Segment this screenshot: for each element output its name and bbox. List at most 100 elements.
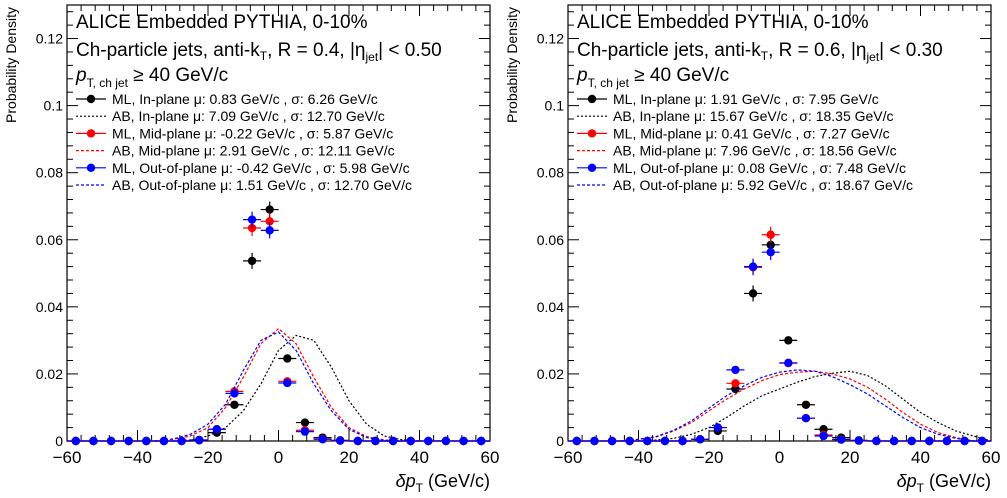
x-tick-label: −60 — [53, 448, 82, 467]
legend-item: AB, Mid-plane μ: 7.96 GeV/c , σ: 18.56 G… — [577, 143, 897, 159]
marker — [71, 436, 81, 446]
legend-label: AB, Out-of-plane μ: 5.92 GeV/c , σ: 18.6… — [613, 177, 913, 193]
data-point — [348, 436, 367, 446]
data-point — [849, 436, 868, 445]
x-tick-label: −40 — [624, 448, 653, 467]
data-point — [172, 436, 191, 446]
data-point — [779, 336, 798, 345]
series-line-6 — [620, 369, 974, 442]
data-point — [867, 436, 886, 446]
legend-item: AB, In-plane μ: 7.09 GeV/c , σ: 12.70 Ge… — [76, 108, 385, 124]
legend-label: ML, In-plane μ: 1.91 GeV/c , σ: 7.95 GeV… — [613, 91, 879, 107]
data-point — [832, 435, 851, 444]
marker — [836, 435, 846, 444]
data-point — [902, 436, 921, 446]
x-tick-label: −20 — [194, 448, 223, 467]
marker — [124, 436, 133, 446]
data-point — [419, 436, 438, 446]
marker — [784, 336, 793, 345]
data-point — [436, 436, 455, 446]
data-point — [84, 436, 103, 446]
x-tick-label: 40 — [911, 448, 930, 467]
marker — [265, 226, 274, 235]
marker — [977, 436, 987, 446]
data-point — [726, 379, 745, 388]
marker — [283, 378, 292, 388]
legend-label: ML, Mid-plane μ: -0.22 GeV/c , σ: 5.87 G… — [112, 125, 393, 141]
data-point — [295, 418, 314, 427]
marker — [854, 436, 864, 445]
series-line-4 — [155, 327, 402, 442]
marker — [353, 436, 363, 446]
data-point — [655, 436, 674, 446]
data-point — [567, 436, 586, 446]
legend-label: ML, In-plane μ: 0.83 GeV/c , σ: 6.26 GeV… — [112, 91, 378, 107]
y-tick-label: 0.08 — [537, 165, 564, 181]
series-line-4 — [620, 370, 974, 442]
marker — [819, 431, 828, 441]
y-tick-label: 0.02 — [537, 366, 564, 382]
data-point — [454, 436, 473, 446]
marker — [106, 436, 116, 446]
annotation-line-1: ALICE Embedded PYTHIA, 0-10% — [76, 12, 368, 33]
y-tick-label: 0.12 — [36, 31, 63, 47]
chart-panel-1: −60 −40 −20 0 20 40 60 0 0.02 0.04 0.06 0.08 0.1 0.12… — [3, 4, 500, 495]
data-point — [779, 358, 798, 368]
legend-label: AB, In-plane μ: 15.67 GeV/c , σ: 18.35 G… — [613, 108, 894, 124]
legend-item: AB, In-plane μ: 15.67 GeV/c , σ: 18.35 G… — [577, 108, 894, 124]
legend-label: AB, Out-of-plane μ: 1.51 GeV/c , σ: 12.7… — [112, 177, 412, 193]
y-tick-label: 0.08 — [36, 165, 63, 181]
data-point — [691, 435, 710, 444]
data-point — [207, 425, 226, 434]
legend-item: ML, Out-of-plane μ: 0.08 GeV/c , σ: 7.48… — [577, 160, 906, 176]
marker — [907, 436, 916, 446]
marker — [607, 436, 617, 446]
y-tick-label: 0.1 — [545, 98, 565, 114]
marker — [441, 436, 451, 446]
legend-marker — [587, 129, 597, 138]
marker — [318, 435, 327, 444]
marker — [889, 436, 899, 446]
legend-label: AB, Mid-plane μ: 7.96 GeV/c , σ: 18.56 G… — [613, 143, 897, 159]
marker — [247, 256, 257, 266]
series-line-6 — [155, 331, 402, 442]
marker — [212, 425, 222, 434]
annotation-line-1: ALICE Embedded PYTHIA, 0-10% — [577, 12, 869, 33]
x-tick-label: 20 — [340, 448, 359, 467]
annotation-line-2: Ch-particle jets, anti-kT, R = 0.4, |ηje… — [76, 40, 442, 64]
marker — [801, 400, 811, 409]
y-tick-label: 0.1 — [44, 98, 64, 114]
marker — [159, 436, 169, 446]
annotation-line-3: pT, ch jet ≥ 40 GeV/c — [75, 65, 228, 90]
legend: ML, In-plane μ: 0.83 GeV/c , σ: 6.26 GeV… — [76, 91, 412, 193]
data-point — [225, 400, 244, 409]
data-point — [603, 436, 622, 446]
legend-item: AB, Mid-plane μ: 2.91 GeV/c , σ: 12.11 G… — [76, 143, 395, 159]
legend: ML, In-plane μ: 1.91 GeV/c , σ: 7.95 GeV… — [577, 91, 913, 193]
legend-marker — [587, 163, 597, 172]
data-point — [761, 226, 780, 243]
marker — [335, 436, 345, 445]
marker — [590, 436, 599, 446]
marker — [643, 436, 652, 446]
data-point — [313, 435, 332, 444]
marker — [731, 379, 740, 388]
marker — [247, 223, 257, 233]
marker — [265, 217, 274, 226]
x-tick-label: 60 — [481, 448, 500, 467]
data-point — [708, 423, 727, 432]
data-point — [331, 436, 350, 445]
marker — [142, 436, 151, 446]
data-point — [278, 378, 297, 388]
legend-marker — [86, 129, 96, 138]
series-line-2 — [172, 334, 420, 442]
data-point — [973, 436, 992, 446]
legend-label: ML, Out-of-plane μ: 0.08 GeV/c , σ: 7.48… — [613, 160, 906, 176]
data-point — [638, 436, 657, 446]
legend-marker — [587, 94, 597, 104]
y-tick-label: 0.04 — [537, 299, 564, 315]
x-tick-label: 0 — [274, 448, 283, 467]
x-axis-label: δpT (GeV/c) — [897, 471, 991, 495]
marker — [925, 436, 934, 446]
